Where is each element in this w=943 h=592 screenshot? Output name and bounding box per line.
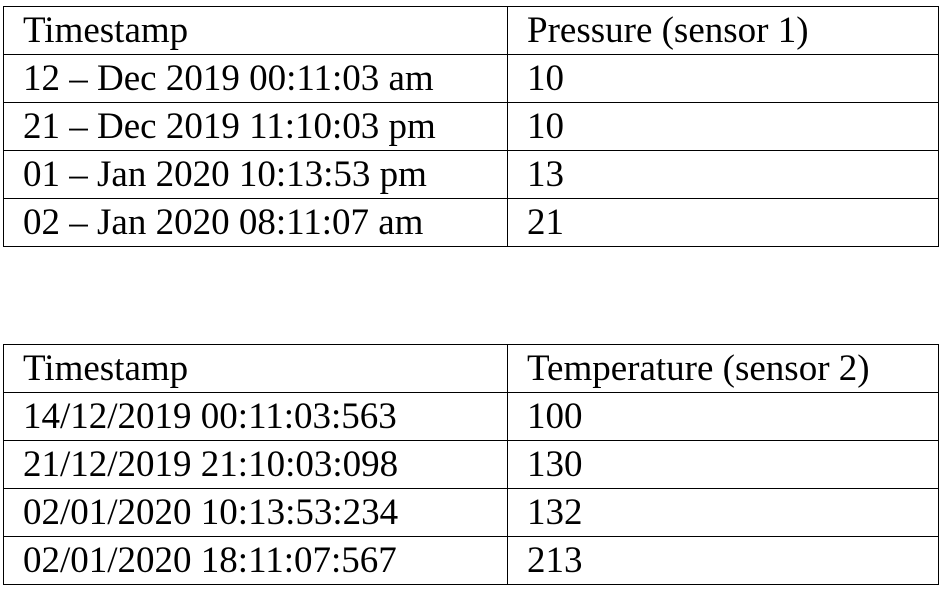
timestamp-cell: 01 – Jan 2020 10:13:53 pm [3,150,508,199]
temperature-cell: 100 [507,392,939,441]
table-row: 02 – Jan 2020 08:11:07 am 21 [3,198,939,247]
temperature-cell: 132 [507,488,939,537]
timestamp-cell: 21/12/2019 21:10:03:098 [3,440,508,489]
table-row: 02/01/2020 18:11:07:567 213 [3,536,939,585]
table-row: 01 – Jan 2020 10:13:53 pm 13 [3,150,939,199]
timestamp-cell: 12 – Dec 2019 00:11:03 am [3,54,508,103]
timestamp-column-header: Timestamp [3,6,508,55]
table-row: 02/01/2020 10:13:53:234 132 [3,488,939,537]
pressure-cell: 10 [507,54,939,103]
timestamp-cell: 02 – Jan 2020 08:11:07 am [3,198,508,247]
pressure-cell: 13 [507,150,939,199]
temperature-column-header: Temperature (sensor 2) [507,344,939,393]
table-header-row: Timestamp Pressure (sensor 1) [3,6,939,55]
timestamp-cell: 21 – Dec 2019 11:10:03 pm [3,102,508,151]
timestamp-cell: 02/01/2020 10:13:53:234 [3,488,508,537]
table-row: 21 – Dec 2019 11:10:03 pm 10 [3,102,939,151]
timestamp-cell: 02/01/2020 18:11:07:567 [3,536,508,585]
table-row: 12 – Dec 2019 00:11:03 am 10 [3,54,939,103]
temperature-table: Timestamp Temperature (sensor 2) 14/12/2… [3,344,939,585]
pressure-cell: 10 [507,102,939,151]
table-header-row: Timestamp Temperature (sensor 2) [3,344,939,393]
temperature-cell: 130 [507,440,939,489]
pressure-column-header: Pressure (sensor 1) [507,6,939,55]
table-row: 14/12/2019 00:11:03:563 100 [3,392,939,441]
timestamp-column-header: Timestamp [3,344,508,393]
temperature-cell: 213 [507,536,939,585]
pressure-table: Timestamp Pressure (sensor 1) 12 – Dec 2… [3,6,939,247]
table-row: 21/12/2019 21:10:03:098 130 [3,440,939,489]
pressure-cell: 21 [507,198,939,247]
timestamp-cell: 14/12/2019 00:11:03:563 [3,392,508,441]
